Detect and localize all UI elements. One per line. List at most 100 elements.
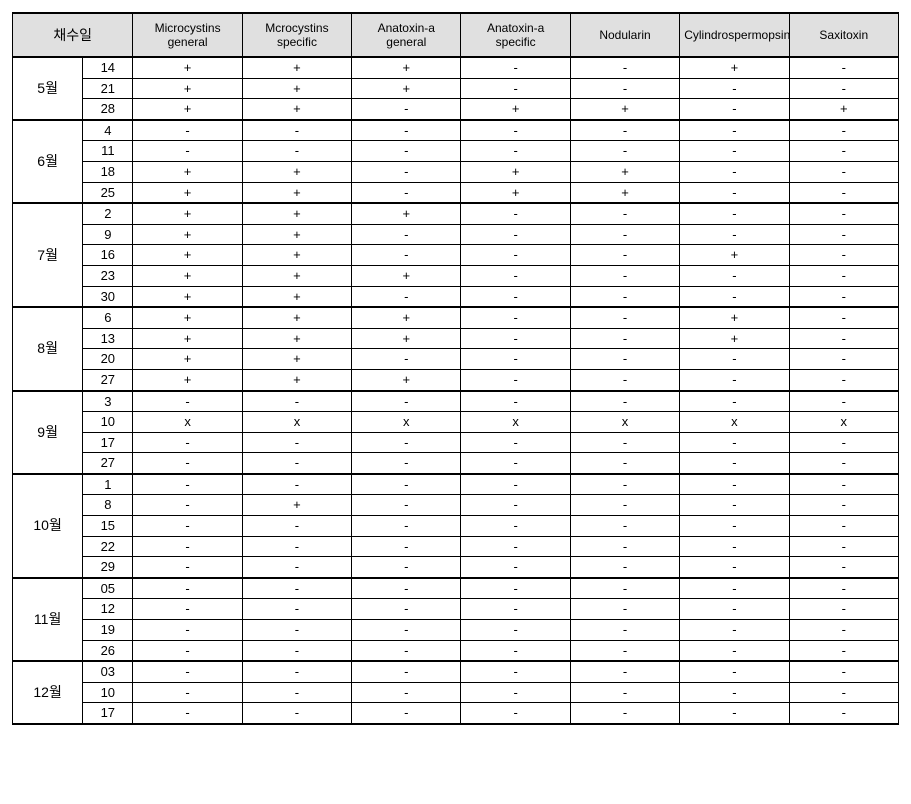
value-cell: + (133, 265, 242, 286)
value-cell: - (461, 516, 570, 537)
value-cell: + (461, 99, 570, 120)
table-row: 22------- (13, 536, 899, 557)
day-cell: 2 (83, 203, 133, 224)
value-cell: - (570, 578, 679, 599)
value-cell: - (352, 495, 461, 516)
value-cell: - (242, 391, 351, 412)
day-cell: 11 (83, 141, 133, 162)
value-cell: - (680, 265, 789, 286)
value-cell: + (352, 307, 461, 328)
value-cell: - (680, 349, 789, 370)
value-cell: - (461, 286, 570, 307)
value-cell: + (242, 495, 351, 516)
value-cell: - (461, 369, 570, 390)
value-cell: - (570, 224, 679, 245)
col-cylindrospermopsin: Cylindrospermopsin (680, 13, 789, 57)
table-body: 5월14+++--+-21+++----28++-++-+6월4-------1… (13, 57, 899, 724)
value-cell: - (680, 369, 789, 390)
value-cell: x (570, 412, 679, 433)
value-cell: + (352, 57, 461, 78)
value-cell: - (789, 369, 898, 390)
table-row: 9월3------- (13, 391, 899, 412)
table-row: 10xxxxxxx (13, 412, 899, 433)
value-cell: - (133, 516, 242, 537)
value-cell: - (680, 620, 789, 641)
value-cell: - (461, 703, 570, 724)
value-cell: + (680, 57, 789, 78)
day-cell: 29 (83, 557, 133, 578)
day-cell: 14 (83, 57, 133, 78)
value-cell: - (352, 703, 461, 724)
month-cell: 6월 (13, 120, 83, 203)
value-cell: - (680, 224, 789, 245)
value-cell: - (789, 182, 898, 203)
value-cell: - (352, 536, 461, 557)
day-cell: 03 (83, 661, 133, 682)
value-cell: - (461, 349, 570, 370)
value-cell: - (352, 286, 461, 307)
value-cell: - (133, 703, 242, 724)
value-cell: - (352, 432, 461, 453)
month-cell: 10월 (13, 474, 83, 578)
value-cell: + (680, 307, 789, 328)
month-cell: 9월 (13, 391, 83, 474)
table-row: 10------- (13, 682, 899, 703)
day-cell: 1 (83, 474, 133, 495)
day-cell: 8 (83, 495, 133, 516)
table-row: 11------- (13, 141, 899, 162)
value-cell: - (789, 286, 898, 307)
value-cell: - (352, 640, 461, 661)
value-cell: - (352, 349, 461, 370)
table-row: 27------- (13, 453, 899, 474)
table-row: 10월1------- (13, 474, 899, 495)
value-cell: - (680, 557, 789, 578)
value-cell: + (133, 328, 242, 349)
value-cell: + (570, 99, 679, 120)
day-cell: 10 (83, 412, 133, 433)
day-cell: 16 (83, 245, 133, 266)
value-cell: + (242, 99, 351, 120)
value-cell: + (242, 161, 351, 182)
value-cell: - (789, 516, 898, 537)
value-cell: - (570, 557, 679, 578)
value-cell: - (242, 516, 351, 537)
value-cell: - (570, 203, 679, 224)
value-cell: - (680, 78, 789, 99)
value-cell: - (680, 203, 789, 224)
table-row: 6월4------- (13, 120, 899, 141)
value-cell: - (352, 391, 461, 412)
value-cell: - (242, 432, 351, 453)
value-cell: - (789, 265, 898, 286)
value-cell: - (133, 578, 242, 599)
value-cell: - (570, 432, 679, 453)
value-cell: - (680, 391, 789, 412)
table-row: 26------- (13, 640, 899, 661)
value-cell: - (789, 203, 898, 224)
value-cell: - (461, 307, 570, 328)
value-cell: + (242, 265, 351, 286)
value-cell: - (570, 661, 679, 682)
day-cell: 12 (83, 599, 133, 620)
value-cell: - (242, 599, 351, 620)
value-cell: - (570, 57, 679, 78)
value-cell: - (133, 453, 242, 474)
col-nodularin: Nodularin (570, 13, 679, 57)
day-cell: 05 (83, 578, 133, 599)
value-cell: - (133, 536, 242, 557)
value-cell: + (570, 182, 679, 203)
value-cell: - (789, 599, 898, 620)
table-row: 7월2+++---- (13, 203, 899, 224)
col-microcystins-specific: Mcrocystins specific (242, 13, 351, 57)
value-cell: - (352, 682, 461, 703)
value-cell: - (352, 120, 461, 141)
day-cell: 27 (83, 453, 133, 474)
value-cell: - (789, 57, 898, 78)
value-cell: + (242, 245, 351, 266)
day-cell: 25 (83, 182, 133, 203)
table-header: 채수일 Microcystins general Mcrocystins spe… (13, 13, 899, 57)
day-cell: 20 (83, 349, 133, 370)
value-cell: - (133, 682, 242, 703)
value-cell: - (242, 578, 351, 599)
value-cell: x (133, 412, 242, 433)
value-cell: - (789, 161, 898, 182)
